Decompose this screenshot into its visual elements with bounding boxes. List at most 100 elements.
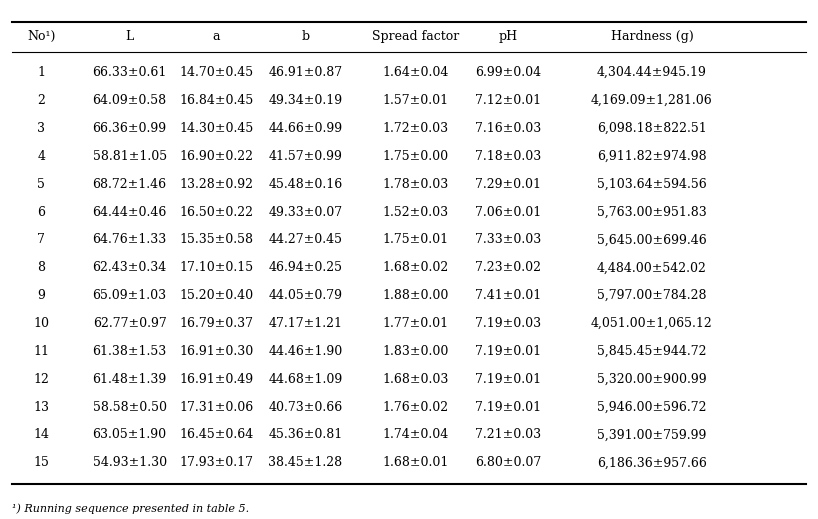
Text: 45.48±0.16: 45.48±0.16: [268, 177, 343, 190]
Text: 1.64±0.04: 1.64±0.04: [382, 66, 448, 79]
Text: 7.19±0.03: 7.19±0.03: [474, 317, 541, 330]
Text: a: a: [213, 30, 220, 43]
Text: 1.72±0.03: 1.72±0.03: [382, 122, 448, 135]
Text: 45.36±0.81: 45.36±0.81: [268, 428, 343, 442]
Text: 7.41±0.01: 7.41±0.01: [474, 289, 541, 302]
Text: 1.77±0.01: 1.77±0.01: [382, 317, 448, 330]
Text: 7.33±0.03: 7.33±0.03: [474, 234, 541, 247]
Text: 7.16±0.03: 7.16±0.03: [474, 122, 541, 135]
Text: 66.33±0.61: 66.33±0.61: [92, 66, 167, 79]
Text: 6.99±0.04: 6.99±0.04: [474, 66, 541, 79]
Text: 4,484.00±542.02: 4,484.00±542.02: [597, 261, 707, 274]
Text: 6,098.18±822.51: 6,098.18±822.51: [597, 122, 707, 135]
Text: 16.50±0.22: 16.50±0.22: [179, 206, 254, 218]
Text: 15.20±0.40: 15.20±0.40: [179, 289, 254, 302]
Text: 1.78±0.03: 1.78±0.03: [382, 177, 448, 190]
Text: 6.80±0.07: 6.80±0.07: [474, 456, 541, 469]
Text: 44.27±0.45: 44.27±0.45: [268, 234, 343, 247]
Text: 7.29±0.01: 7.29±0.01: [474, 177, 541, 190]
Text: 1.68±0.02: 1.68±0.02: [382, 261, 448, 274]
Text: 5,645.00±699.46: 5,645.00±699.46: [597, 234, 707, 247]
Text: 16.91±0.49: 16.91±0.49: [179, 373, 254, 386]
Text: 14.30±0.45: 14.30±0.45: [179, 122, 254, 135]
Text: 5,320.00±900.99: 5,320.00±900.99: [597, 373, 707, 386]
Text: Hardness (g): Hardness (g): [610, 30, 694, 43]
Text: 2: 2: [38, 94, 45, 107]
Text: 49.33±0.07: 49.33±0.07: [268, 206, 343, 218]
Text: 54.93±1.30: 54.93±1.30: [92, 456, 167, 469]
Text: 49.34±0.19: 49.34±0.19: [268, 94, 343, 107]
Text: 5: 5: [38, 177, 45, 190]
Text: ¹) Running sequence presented in table 5.: ¹) Running sequence presented in table 5…: [12, 504, 249, 514]
Text: 38.45±1.28: 38.45±1.28: [268, 456, 343, 469]
Text: 64.76±1.33: 64.76±1.33: [92, 234, 167, 247]
Text: 65.09±1.03: 65.09±1.03: [92, 289, 167, 302]
Text: 13: 13: [34, 401, 49, 414]
Text: 7.06±0.01: 7.06±0.01: [474, 206, 541, 218]
Text: 1.75±0.00: 1.75±0.00: [382, 150, 448, 163]
Text: 7.19±0.01: 7.19±0.01: [474, 345, 541, 358]
Text: 46.94±0.25: 46.94±0.25: [268, 261, 343, 274]
Text: 1: 1: [38, 66, 46, 79]
Text: 7.12±0.01: 7.12±0.01: [474, 94, 541, 107]
Text: 7.23±0.02: 7.23±0.02: [474, 261, 541, 274]
Text: 61.48±1.39: 61.48±1.39: [92, 373, 167, 386]
Text: 5,797.00±784.28: 5,797.00±784.28: [597, 289, 707, 302]
Text: b: b: [301, 30, 309, 43]
Text: 66.36±0.99: 66.36±0.99: [92, 122, 167, 135]
Text: 13.28±0.92: 13.28±0.92: [179, 177, 254, 190]
Text: 17.93±0.17: 17.93±0.17: [179, 456, 254, 469]
Text: 44.05±0.79: 44.05±0.79: [268, 289, 343, 302]
Text: 64.09±0.58: 64.09±0.58: [92, 94, 167, 107]
Text: 1.68±0.03: 1.68±0.03: [382, 373, 448, 386]
Text: L: L: [125, 30, 134, 43]
Text: 14.70±0.45: 14.70±0.45: [179, 66, 254, 79]
Text: 44.46±1.90: 44.46±1.90: [268, 345, 343, 358]
Text: 4,169.09±1,281.06: 4,169.09±1,281.06: [591, 94, 712, 107]
Text: 5,103.64±594.56: 5,103.64±594.56: [597, 177, 707, 190]
Text: 16.45±0.64: 16.45±0.64: [179, 428, 254, 442]
Text: 1.57±0.01: 1.57±0.01: [382, 94, 448, 107]
Text: 15.35±0.58: 15.35±0.58: [179, 234, 254, 247]
Text: 11: 11: [34, 345, 49, 358]
Text: 63.05±1.90: 63.05±1.90: [92, 428, 167, 442]
Text: 1.52±0.03: 1.52±0.03: [382, 206, 448, 218]
Text: 15: 15: [34, 456, 49, 469]
Text: 16.84±0.45: 16.84±0.45: [179, 94, 254, 107]
Text: 5,946.00±596.72: 5,946.00±596.72: [597, 401, 707, 414]
Text: 62.43±0.34: 62.43±0.34: [92, 261, 167, 274]
Text: 12: 12: [34, 373, 49, 386]
Text: 40.73±0.66: 40.73±0.66: [268, 401, 343, 414]
Text: Spread factor: Spread factor: [372, 30, 459, 43]
Text: 3: 3: [38, 122, 46, 135]
Text: 7.19±0.01: 7.19±0.01: [474, 373, 541, 386]
Text: 7.18±0.03: 7.18±0.03: [474, 150, 541, 163]
Text: pH: pH: [498, 30, 517, 43]
Text: 4,304.44±945.19: 4,304.44±945.19: [597, 66, 707, 79]
Text: 61.38±1.53: 61.38±1.53: [92, 345, 167, 358]
Text: 17.31±0.06: 17.31±0.06: [179, 401, 254, 414]
Text: 4: 4: [38, 150, 46, 163]
Text: 16.91±0.30: 16.91±0.30: [179, 345, 254, 358]
Text: 9: 9: [38, 289, 45, 302]
Text: 44.66±0.99: 44.66±0.99: [268, 122, 343, 135]
Text: 64.44±0.46: 64.44±0.46: [92, 206, 167, 218]
Text: 58.58±0.50: 58.58±0.50: [92, 401, 167, 414]
Text: 1.68±0.01: 1.68±0.01: [382, 456, 448, 469]
Text: 47.17±1.21: 47.17±1.21: [268, 317, 343, 330]
Text: 62.77±0.97: 62.77±0.97: [92, 317, 167, 330]
Text: 6: 6: [38, 206, 46, 218]
Text: 46.91±0.87: 46.91±0.87: [268, 66, 343, 79]
Text: 7: 7: [38, 234, 45, 247]
Text: 6,186.36±957.66: 6,186.36±957.66: [597, 456, 707, 469]
Text: 1.74±0.04: 1.74±0.04: [382, 428, 448, 442]
Text: 44.68±1.09: 44.68±1.09: [268, 373, 343, 386]
Text: 5,763.00±951.83: 5,763.00±951.83: [597, 206, 707, 218]
Text: 1.88±0.00: 1.88±0.00: [382, 289, 448, 302]
Text: 41.57±0.99: 41.57±0.99: [268, 150, 342, 163]
Text: 8: 8: [38, 261, 46, 274]
Text: No¹): No¹): [27, 30, 56, 43]
Text: 5,845.45±944.72: 5,845.45±944.72: [597, 345, 707, 358]
Text: 4,051.00±1,065.12: 4,051.00±1,065.12: [591, 317, 712, 330]
Text: 16.79±0.37: 16.79±0.37: [179, 317, 254, 330]
